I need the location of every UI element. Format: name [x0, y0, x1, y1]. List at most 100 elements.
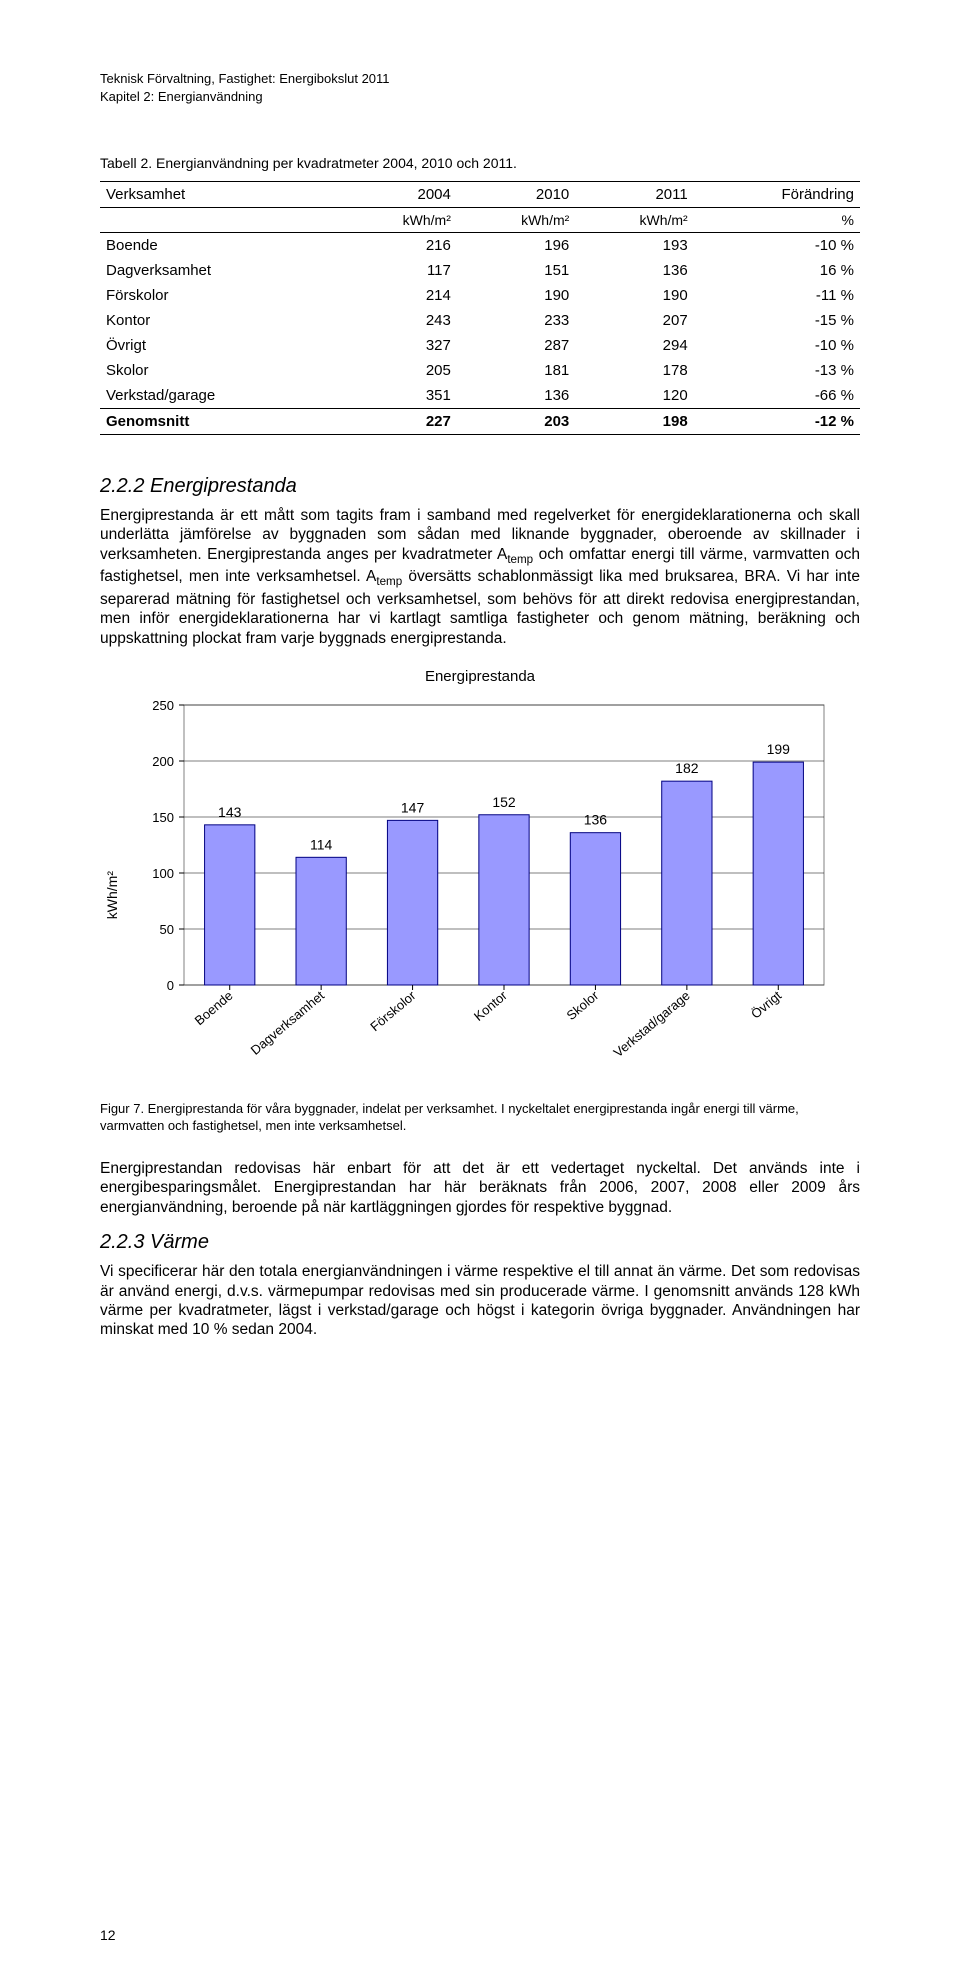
table-cell: 198	[575, 409, 693, 435]
table-cell: Förskolor	[100, 283, 338, 308]
table-cell: 327	[338, 333, 456, 358]
after-chart-paragraph: Energiprestandan redovisas här enbart fö…	[100, 1159, 860, 1217]
table-row: Förskolor214190190-11 %	[100, 283, 860, 308]
table-cell: 151	[457, 258, 575, 283]
table-cell: 243	[338, 308, 456, 333]
table-row: Kontor243233207-15 %	[100, 308, 860, 333]
bar-value-label: 136	[584, 812, 608, 828]
table-cell: 136	[575, 258, 693, 283]
section-223-heading: 2.2.3 Värme	[100, 1231, 860, 1254]
table2-caption: Tabell 2. Energianvändning per kvadratme…	[100, 155, 860, 171]
table-cell: Skolor	[100, 358, 338, 383]
unit-2011: kWh/m²	[575, 208, 693, 233]
table-cell: -13 %	[694, 358, 860, 383]
section-223-paragraph: Vi specificerar här den totala energianv…	[100, 1262, 860, 1340]
bar-category-label: Övrigt	[748, 988, 784, 1022]
bar-value-label: 199	[767, 741, 791, 757]
table-unit-row: kWh/m² kWh/m² kWh/m² %	[100, 208, 860, 233]
bar	[387, 821, 437, 986]
bar-category-label: Kontor	[471, 988, 510, 1025]
chart-title: Energiprestanda	[100, 668, 860, 685]
table-cell: -12 %	[694, 409, 860, 435]
para1-sub1: temp	[507, 553, 533, 566]
table-cell: -10 %	[694, 233, 860, 259]
unit-change: %	[694, 208, 860, 233]
table-cell: 190	[457, 283, 575, 308]
col-2011: 2011	[575, 182, 693, 208]
energiprestanda-chart: kWh/m² 050100150200250143Boende114Dagver…	[100, 695, 860, 1095]
table-cell: Genomsnitt	[100, 409, 338, 435]
table-cell: 117	[338, 258, 456, 283]
col-2010: 2010	[457, 182, 575, 208]
table-cell: 287	[457, 333, 575, 358]
bar-category-label: Dagverksamhet	[248, 988, 328, 1058]
table-cell: 120	[575, 383, 693, 409]
bar-category-label: Verkstad/garage	[611, 988, 693, 1060]
table-cell: Kontor	[100, 308, 338, 333]
table-cell: Verkstad/garage	[100, 383, 338, 409]
bar-category-label: Förskolor	[367, 988, 419, 1035]
table-cell: Övrigt	[100, 333, 338, 358]
svg-text:100: 100	[152, 866, 174, 881]
table-row: Boende216196193-10 %	[100, 233, 860, 259]
page-number: 12	[100, 1927, 116, 1943]
svg-text:250: 250	[152, 698, 174, 713]
col-verksamhet: Verksamhet	[100, 182, 338, 208]
bar-value-label: 143	[218, 804, 242, 820]
table-cell: 196	[457, 233, 575, 259]
table-cell: 203	[457, 409, 575, 435]
svg-text:0: 0	[167, 978, 174, 993]
table-row: Övrigt327287294-10 %	[100, 333, 860, 358]
section-222-heading: 2.2.2 Energiprestanda	[100, 475, 860, 498]
bar-value-label: 152	[492, 794, 516, 810]
table-cell: 178	[575, 358, 693, 383]
para1-sub2: temp	[376, 576, 402, 589]
bar-category-label: Skolor	[563, 988, 601, 1024]
bar	[570, 833, 620, 985]
bar-value-label: 182	[675, 760, 699, 776]
bar	[753, 762, 803, 985]
table-row: Skolor205181178-13 %	[100, 358, 860, 383]
bar	[205, 825, 255, 985]
table-cell: Dagverksamhet	[100, 258, 338, 283]
svg-text:200: 200	[152, 754, 174, 769]
table-cell: 181	[457, 358, 575, 383]
section-222-paragraph: Energiprestanda är ett mått som tagits f…	[100, 506, 860, 648]
table-cell: 233	[457, 308, 575, 333]
table-cell: 136	[457, 383, 575, 409]
svg-text:150: 150	[152, 810, 174, 825]
table-row: Verkstad/garage351136120-66 %	[100, 383, 860, 409]
col-2004: 2004	[338, 182, 456, 208]
table-cell: -15 %	[694, 308, 860, 333]
bar-value-label: 147	[401, 800, 425, 816]
figure7-caption: Figur 7. Energiprestanda för våra byggna…	[100, 1101, 860, 1135]
bar-chart-svg: 050100150200250143Boende114Dagverksamhet…	[124, 695, 860, 1095]
table-cell: 294	[575, 333, 693, 358]
chart-y-axis-label: kWh/m²	[100, 871, 124, 919]
col-change: Förändring	[694, 182, 860, 208]
bar	[296, 858, 346, 986]
table-cell: 205	[338, 358, 456, 383]
table-cell: 207	[575, 308, 693, 333]
table-cell: -10 %	[694, 333, 860, 358]
unit-2004: kWh/m²	[338, 208, 456, 233]
bar-category-label: Boende	[192, 988, 236, 1028]
table-cell: 351	[338, 383, 456, 409]
table-cell: 190	[575, 283, 693, 308]
table-cell: -11 %	[694, 283, 860, 308]
table-cell: 193	[575, 233, 693, 259]
table-row: Dagverksamhet11715113616 %	[100, 258, 860, 283]
energy-usage-table: Verksamhet 2004 2010 2011 Förändring kWh…	[100, 181, 860, 435]
header-line2: Kapitel 2: Energianvändning	[100, 88, 860, 106]
table-cell: 227	[338, 409, 456, 435]
header-line1: Teknisk Förvaltning, Fastighet: Energibo…	[100, 70, 860, 88]
unit-empty	[100, 208, 338, 233]
table-cell: -66 %	[694, 383, 860, 409]
table-cell: 16 %	[694, 258, 860, 283]
table-cell: 214	[338, 283, 456, 308]
table-summary-row: Genomsnitt227203198-12 %	[100, 409, 860, 435]
bar	[662, 781, 712, 985]
unit-2010: kWh/m²	[457, 208, 575, 233]
svg-text:50: 50	[160, 922, 174, 937]
bar	[479, 815, 529, 985]
